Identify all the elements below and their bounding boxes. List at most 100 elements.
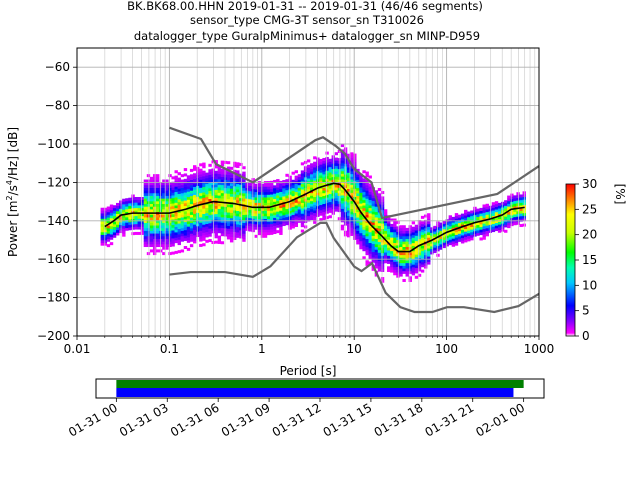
- density-cell: [180, 249, 185, 253]
- density-cell: [365, 252, 369, 256]
- density-cell: [448, 242, 453, 246]
- density-cell: [214, 178, 218, 182]
- density-cell: [239, 192, 243, 196]
- density-cell: [356, 193, 360, 197]
- density-cell: [149, 238, 154, 242]
- density-cell: [279, 229, 283, 233]
- density-cell: [233, 212, 237, 216]
- density-cell: [152, 214, 157, 218]
- density-cell: [340, 173, 345, 177]
- density-cell: [288, 205, 292, 209]
- density-cell: [273, 206, 277, 210]
- density-cell: [417, 238, 422, 242]
- density-cell: [510, 223, 514, 227]
- y-label-part-2: /s: [6, 185, 20, 195]
- density-cell: [423, 249, 428, 253]
- density-cell: [417, 268, 422, 272]
- density-cell: [285, 187, 289, 191]
- density-cell: [359, 203, 363, 207]
- density-cell: [322, 214, 326, 218]
- density-cell: [131, 216, 135, 219]
- density-cell: [322, 171, 326, 175]
- density-cell: [115, 227, 120, 231]
- density-cell: [445, 243, 449, 247]
- density-cell: [229, 188, 234, 192]
- density-cell: [251, 178, 255, 182]
- density-cell: [263, 191, 268, 195]
- density-cell: [134, 213, 138, 217]
- density-cell: [322, 198, 326, 202]
- density-cell: [156, 238, 160, 242]
- density-cell: [106, 236, 111, 240]
- density-cell: [427, 229, 431, 233]
- density-cell: [417, 273, 422, 277]
- density-cell: [356, 195, 360, 199]
- density-cell: [337, 163, 342, 167]
- density-cell: [159, 206, 163, 210]
- density-cell: [245, 222, 249, 226]
- density-cell: [229, 228, 234, 232]
- density-cell: [322, 176, 326, 180]
- y-tick-label: −200: [37, 329, 70, 343]
- density-cell: [356, 187, 360, 191]
- density-cell: [390, 266, 394, 270]
- density-cell: [470, 229, 474, 233]
- density-cell: [263, 218, 268, 222]
- density-cell: [346, 191, 351, 195]
- density-cell: [417, 222, 422, 226]
- density-cell: [464, 217, 468, 221]
- density-cell: [343, 187, 348, 191]
- density-cell: [362, 205, 366, 209]
- density-cell: [479, 229, 483, 233]
- density-cell: [217, 211, 222, 215]
- density-cell: [192, 202, 197, 206]
- density-cell: [226, 236, 231, 240]
- density-cell: [427, 258, 431, 262]
- density-cell: [353, 236, 357, 240]
- density-cell: [220, 160, 225, 164]
- density-cell: [109, 204, 114, 208]
- density-cell: [149, 201, 154, 205]
- density-cell: [202, 197, 206, 201]
- density-cell: [350, 179, 354, 183]
- density-cell: [177, 228, 181, 232]
- density-cell: [482, 215, 486, 219]
- density-cell: [156, 227, 160, 231]
- density-cell: [454, 234, 459, 238]
- density-cell: [152, 230, 157, 234]
- density-cell: [513, 198, 517, 202]
- density-cell: [451, 243, 456, 247]
- density-cell: [236, 186, 240, 190]
- density-cell: [411, 253, 416, 257]
- density-cell: [451, 233, 456, 236]
- density-cell: [300, 186, 305, 190]
- density-cell: [427, 232, 431, 236]
- density-cell: [162, 233, 166, 237]
- density-cell: [343, 214, 348, 218]
- density-cell: [411, 240, 416, 244]
- density-cell: [359, 187, 363, 191]
- density-cell: [217, 203, 222, 207]
- density-cell: [497, 221, 502, 225]
- density-cell: [380, 196, 385, 200]
- density-cell: [368, 194, 372, 198]
- density-cell: [337, 206, 342, 210]
- density-cell: [134, 207, 138, 211]
- density-cell: [516, 197, 520, 201]
- density-cell: [439, 238, 443, 242]
- density-cell: [306, 207, 311, 211]
- density-cell: [513, 216, 517, 220]
- density-cell: [504, 224, 508, 228]
- density-cell: [368, 253, 372, 257]
- density-cell: [159, 219, 163, 223]
- density-cell: [334, 176, 339, 180]
- density-cell: [208, 212, 212, 216]
- density-cell: [165, 209, 169, 213]
- density-cell: [263, 197, 268, 201]
- density-cell: [152, 225, 157, 229]
- density-cell: [131, 232, 135, 236]
- density-cell: [174, 234, 178, 238]
- density-cell: [189, 211, 194, 215]
- density-cell: [387, 239, 391, 243]
- density-cell: [433, 247, 437, 251]
